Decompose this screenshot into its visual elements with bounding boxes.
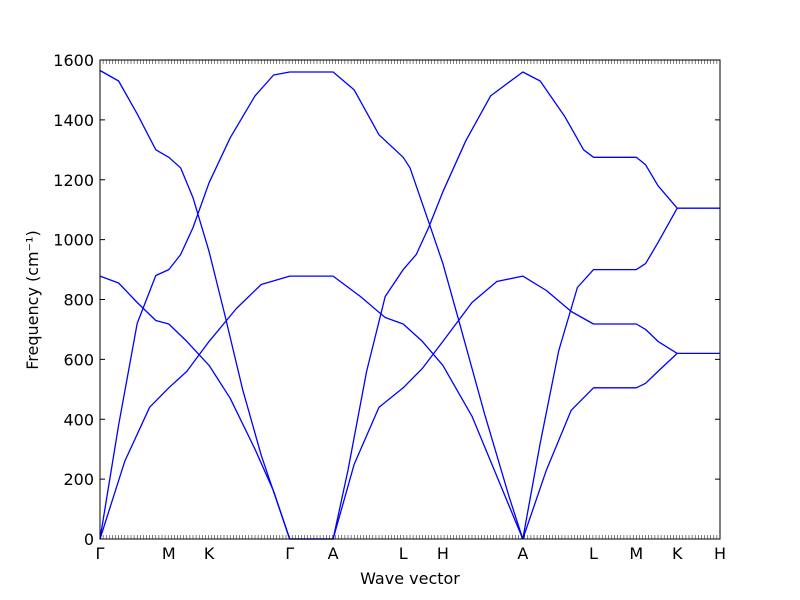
y-tick-label: 400 [63,410,94,429]
x-axis-label: Wave vector [360,569,460,588]
y-axis-label: Frequency (cm⁻¹) [23,230,42,369]
x-tick-label: A [517,544,528,563]
y-tick-label: 1000 [53,231,94,250]
x-tick-label: M [162,544,176,563]
x-tick-label: A [328,544,339,563]
x-tick-label: Γ [285,544,294,563]
x-tick-label: K [672,544,683,563]
y-tick-label: 200 [63,470,94,489]
x-tick-label: K [204,544,215,563]
phonon-branch-3 [99,69,720,540]
phonon-branch-6 [522,352,678,540]
x-tick-label: H [714,544,726,563]
x-tick-label: M [629,544,643,563]
x-tick-label: H [437,544,449,563]
y-tick-label: 600 [63,350,94,369]
y-tick-label: 1200 [53,171,94,190]
phonon-branch-5 [522,207,678,540]
phonon-branch-1 [99,71,524,540]
y-tick-label: 800 [63,291,94,310]
x-tick-label: Γ [96,544,105,563]
plot-frame [99,59,721,540]
y-tick-label: 1600 [53,51,94,70]
phonon-branch-2 [99,275,524,540]
x-tick-label: L [589,544,598,563]
phonon-branch-4 [99,275,720,540]
tick-labels: 0 200 400 600 800 1000 1200 1400 1600 Γ M K Γ A L H A L M K… [53,51,726,563]
y-tick-label: 0 [84,530,94,549]
plot-lines [99,69,720,540]
x-tick-label: L [399,544,408,563]
y-tick-label: 1400 [53,111,94,130]
